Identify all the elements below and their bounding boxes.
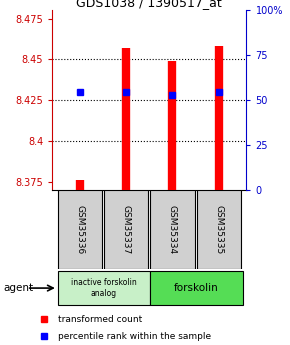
Text: GSM35335: GSM35335	[214, 205, 223, 254]
Bar	[104, 190, 148, 269]
Text: GSM35334: GSM35334	[168, 205, 177, 254]
Text: GSM35336: GSM35336	[75, 205, 84, 254]
Bar	[150, 190, 195, 269]
Text: percentile rank within the sample: percentile rank within the sample	[58, 332, 211, 341]
Text: GSM35337: GSM35337	[122, 205, 131, 254]
Title: GDS1038 / 1390517_at: GDS1038 / 1390517_at	[77, 0, 222, 9]
Text: inactive forskolin
analog: inactive forskolin analog	[71, 278, 137, 298]
Text: agent: agent	[3, 283, 33, 293]
Bar	[58, 271, 150, 305]
Bar	[150, 271, 243, 305]
Text: transformed count: transformed count	[58, 315, 142, 324]
Text: forskolin: forskolin	[174, 283, 219, 293]
Bar	[58, 190, 102, 269]
Bar	[197, 190, 241, 269]
